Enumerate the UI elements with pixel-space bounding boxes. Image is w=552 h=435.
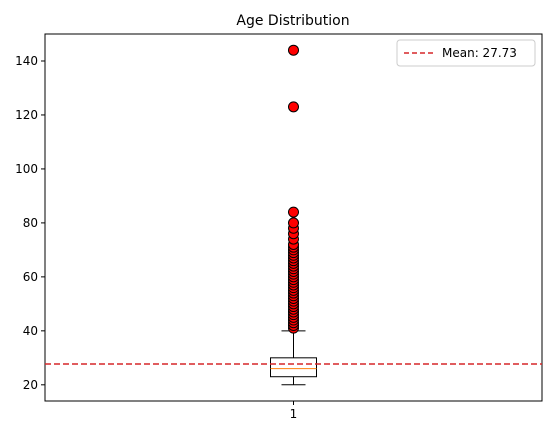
legend-mean-label: Mean: 27.73 [442,46,517,60]
outlier-point [288,217,299,229]
outlier-point [288,44,299,56]
outlier-point [288,206,299,218]
y-tick-label: 40 [23,324,38,338]
y-tick-label: 140 [15,54,38,68]
boxplot [270,330,317,386]
x-tick-label: 1 [290,407,298,421]
x-axis: 1 [290,401,298,421]
y-tick-label: 100 [15,162,38,176]
iqr-box [270,357,317,378]
chart-title: Age Distribution [236,13,349,29]
y-tick-label: 80 [23,216,38,230]
y-axis: 20 40 60 80 100 120 140 [15,54,45,392]
legend-box [396,39,536,67]
y-tick-label: 120 [15,108,38,122]
outlier-group [288,44,299,334]
y-tick-label: 20 [23,378,38,392]
outlier-point [288,101,299,113]
legend: Mean: 27.73 [396,39,536,67]
y-tick-label: 60 [23,270,38,284]
